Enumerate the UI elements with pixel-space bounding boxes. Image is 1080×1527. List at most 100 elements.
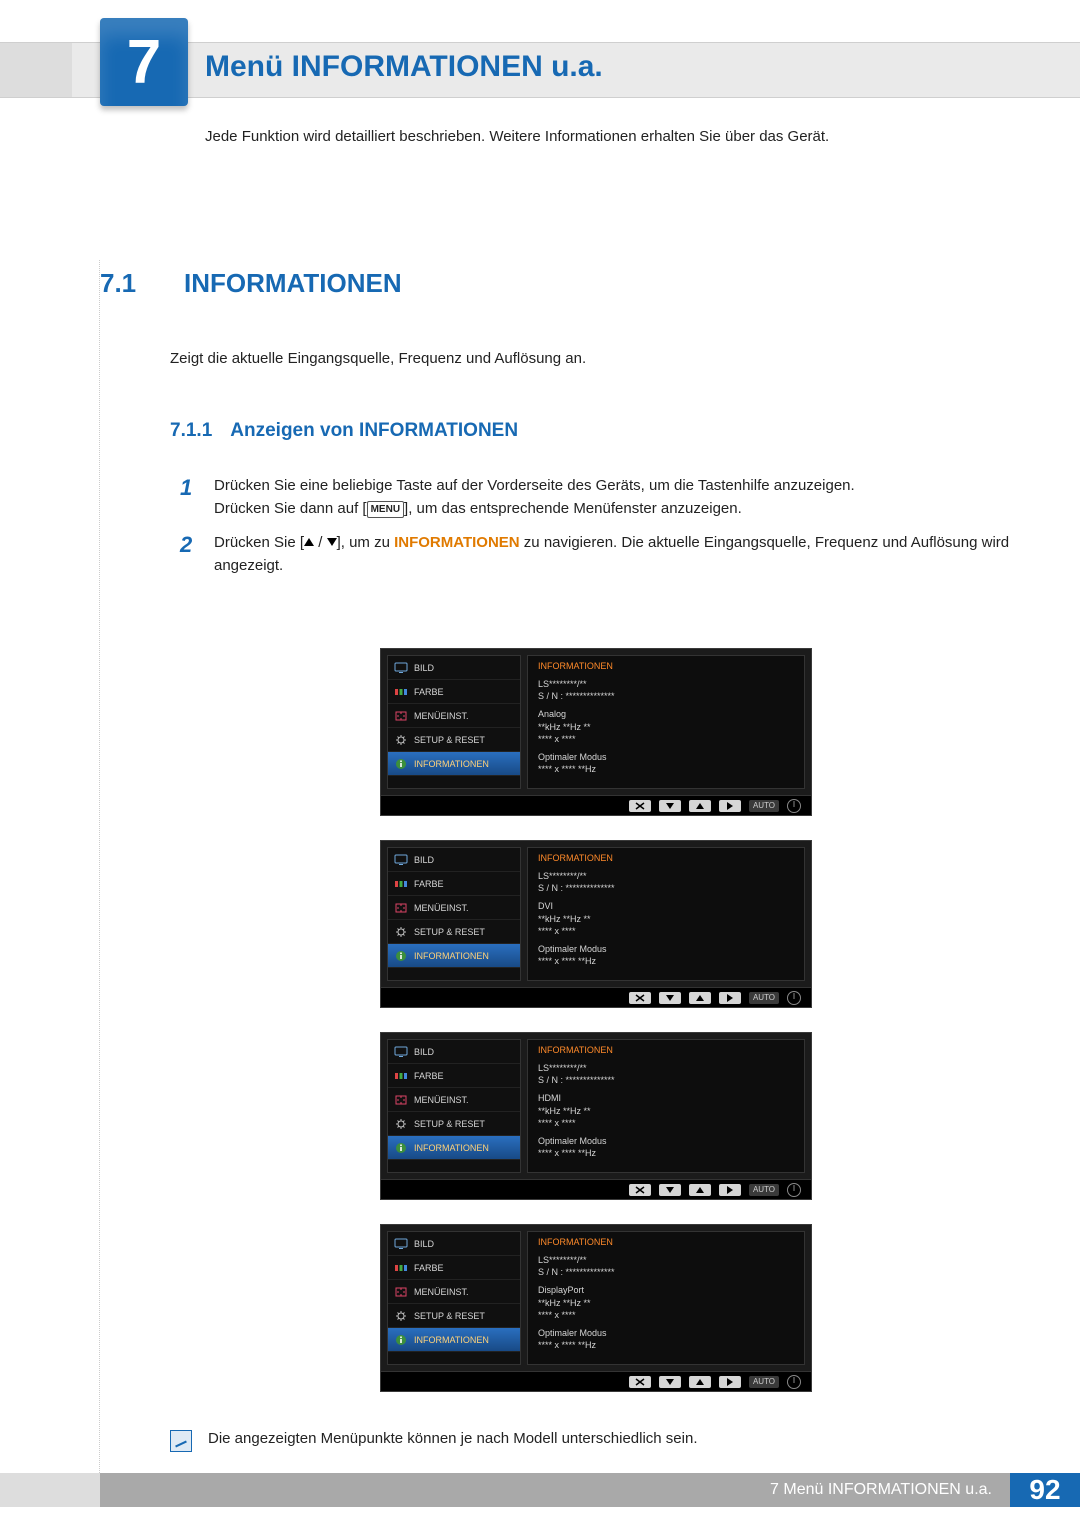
color-bars-icon [394,1070,408,1082]
osd-menu-label: FARBE [414,687,444,697]
osd-menu-label: SETUP & RESET [414,1119,485,1129]
osd-menu-bild[interactable]: BILD [388,656,520,680]
note-icon [170,1430,192,1452]
step-1-line-b1: Drücken Sie dann auf [ [214,500,367,517]
osd-menu-farbe[interactable]: FARBE [388,1064,520,1088]
chapter-subtitle: Jede Funktion wird detailliert beschrieb… [205,128,829,145]
osd-menu-label: MENÜEINST. [414,711,469,721]
osd-menu-label: SETUP & RESET [414,1311,485,1321]
osd-menu-informationen[interactable]: INFORMATIONEN [388,1136,520,1160]
osd-menu-menueinst[interactable]: MENÜEINST. [388,1088,520,1112]
osd-res: **** x **** [538,1309,794,1321]
osd-btn-right[interactable] [719,992,741,1004]
info-icon [394,1142,408,1154]
osd-button-bar: AUTO [381,1371,811,1391]
info-icon [394,1334,408,1346]
osd-menu-menueinst[interactable]: MENÜEINST. [388,704,520,728]
osd-panel-displayport: BILD FARBE MENÜEINST. SETUP & RESET INFO… [380,1224,812,1392]
osd-sidebar: BILD FARBE MENÜEINST. SETUP & RESET INFO… [387,1231,521,1365]
osd-menu-bild[interactable]: BILD [388,1232,520,1256]
osd-optimal-label: Optimaler Modus [538,1135,794,1147]
osd-btn-power[interactable] [787,991,801,1005]
frame-icon [394,1094,408,1106]
header-left-stripe [0,43,72,97]
osd-res: **** x **** [538,925,794,937]
osd-model: LS********/** [538,678,794,690]
osd-menu-setup[interactable]: SETUP & RESET [388,1112,520,1136]
monitor-icon [394,1238,408,1250]
osd-btn-up[interactable] [689,1184,711,1196]
osd-content-title: INFORMATIONEN [538,660,794,672]
osd-btn-auto[interactable]: AUTO [749,800,779,812]
osd-btn-power[interactable] [787,799,801,813]
step-1-line-a: Drücken Sie eine beliebige Taste auf der… [214,477,855,494]
osd-btn-right[interactable] [719,800,741,812]
osd-btn-right[interactable] [719,1376,741,1388]
osd-source: DisplayPort [538,1284,794,1296]
step-2-a1: Drücken Sie [ [214,534,304,551]
osd-content-title: INFORMATIONEN [538,1044,794,1056]
osd-menu-bild[interactable]: BILD [388,1040,520,1064]
osd-menu-menueinst[interactable]: MENÜEINST. [388,1280,520,1304]
step-number-2: 2 [180,532,198,577]
osd-menu-label: MENÜEINST. [414,1287,469,1297]
osd-serial: S / N : ************** [538,882,794,894]
osd-menu-setup[interactable]: SETUP & RESET [388,1304,520,1328]
footer-left-stripe [0,1473,100,1507]
note-text: Die angezeigten Menüpunkte können je nac… [208,1430,698,1447]
osd-freq: **kHz **Hz ** [538,1105,794,1117]
osd-optimal-value: **** x **** **Hz [538,1339,794,1351]
osd-btn-close[interactable] [629,992,651,1004]
osd-btn-up[interactable] [689,1376,711,1388]
gear-icon [394,1118,408,1130]
osd-btn-right[interactable] [719,1184,741,1196]
osd-button-bar: AUTO [381,987,811,1007]
osd-btn-up[interactable] [689,992,711,1004]
osd-sidebar: BILD FARBE MENÜEINST. SETUP & RESET INFO… [387,655,521,789]
osd-btn-down[interactable] [659,800,681,812]
osd-menu-farbe[interactable]: FARBE [388,1256,520,1280]
osd-menu-label: INFORMATIONEN [414,1143,489,1153]
osd-btn-down[interactable] [659,1376,681,1388]
osd-sidebar: BILD FARBE MENÜEINST. SETUP & RESET INFO… [387,1039,521,1173]
monitor-icon [394,854,408,866]
osd-btn-close[interactable] [629,1184,651,1196]
subsection-heading: 7.1.1 Anzeigen von INFORMATIONEN [170,420,1020,442]
note-row: Die angezeigten Menüpunkte können je nac… [170,1430,1020,1452]
osd-btn-power[interactable] [787,1375,801,1389]
osd-btn-close[interactable] [629,800,651,812]
chapter-title: Menü INFORMATIONEN u.a. [205,50,603,84]
osd-menu-label: SETUP & RESET [414,927,485,937]
osd-btn-power[interactable] [787,1183,801,1197]
osd-btn-auto[interactable]: AUTO [749,992,779,1004]
osd-btn-up[interactable] [689,800,711,812]
osd-content: INFORMATIONEN LS********/** S / N : ****… [527,1039,805,1173]
osd-btn-auto[interactable]: AUTO [749,1184,779,1196]
osd-menu-farbe[interactable]: FARBE [388,680,520,704]
osd-menu-informationen[interactable]: INFORMATIONEN [388,752,520,776]
section-number: 7.1 [100,268,160,299]
osd-panel-dvi: BILD FARBE MENÜEINST. SETUP & RESET INFO… [380,840,812,1008]
osd-menu-menueinst[interactable]: MENÜEINST. [388,896,520,920]
info-icon [394,758,408,770]
osd-btn-auto[interactable]: AUTO [749,1376,779,1388]
osd-screenshot-stack: BILD FARBE MENÜEINST. SETUP & RESET INFO… [380,648,812,1392]
osd-menu-informationen[interactable]: INFORMATIONEN [388,1328,520,1352]
frame-icon [394,1286,408,1298]
osd-button-bar: AUTO [381,1179,811,1199]
osd-btn-down[interactable] [659,992,681,1004]
osd-menu-setup[interactable]: SETUP & RESET [388,728,520,752]
osd-menu-bild[interactable]: BILD [388,848,520,872]
osd-menu-farbe[interactable]: FARBE [388,872,520,896]
osd-btn-close[interactable] [629,1376,651,1388]
osd-menu-setup[interactable]: SETUP & RESET [388,920,520,944]
osd-source: DVI [538,900,794,912]
gear-icon [394,926,408,938]
osd-btn-down[interactable] [659,1184,681,1196]
osd-optimal-label: Optimaler Modus [538,1327,794,1339]
osd-menu-label: INFORMATIONEN [414,951,489,961]
gear-icon [394,1310,408,1322]
osd-menu-label: FARBE [414,1263,444,1273]
osd-menu-informationen[interactable]: INFORMATIONEN [388,944,520,968]
step-2-highlight: INFORMATIONEN [394,534,520,551]
